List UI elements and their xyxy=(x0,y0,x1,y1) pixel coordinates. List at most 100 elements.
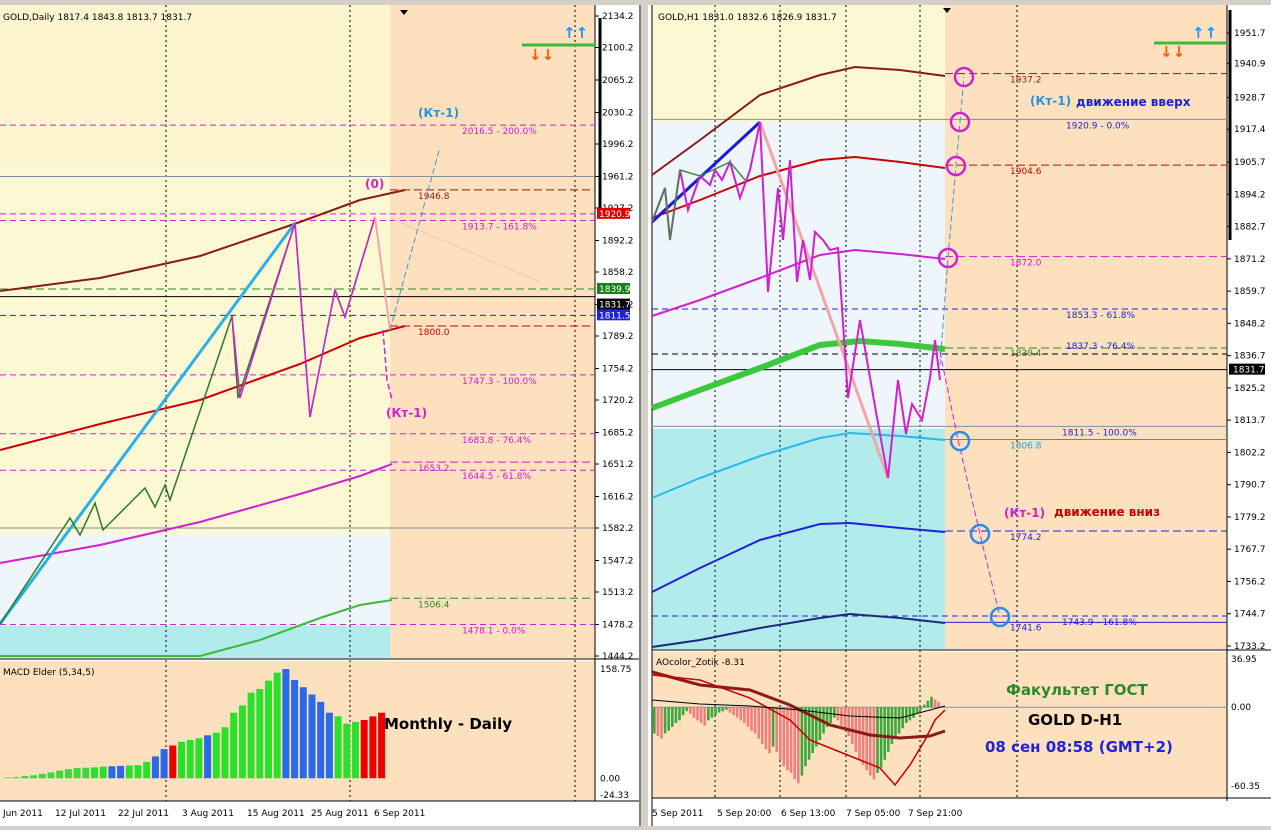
ao-pane xyxy=(652,652,1227,798)
moving-average-line xyxy=(651,521,946,593)
macd-bar xyxy=(238,705,246,779)
ao-bar xyxy=(894,707,897,739)
price-tick-label: 1905.7 xyxy=(1234,158,1266,168)
ao-bar xyxy=(843,707,847,731)
price-tick-label: 1859.7 xyxy=(1234,287,1266,297)
ao-bar xyxy=(696,707,699,721)
level-label: 1800.0 xyxy=(418,328,450,338)
ao-bar xyxy=(869,707,872,776)
svg-text:↑↑: ↑↑ xyxy=(1192,24,1217,42)
svg-text:↓↓: ↓↓ xyxy=(1160,43,1185,61)
ao-bar xyxy=(761,707,764,744)
ao-bar xyxy=(818,707,822,741)
macd-title: MACD Elder (5,34,5) xyxy=(3,668,95,678)
ao-bar xyxy=(692,707,696,718)
level-label: 1837.3 - 76.4% xyxy=(1066,342,1135,352)
wave-label: (0) xyxy=(365,177,384,191)
ao-title: AOcolor_Zotik -8.31 xyxy=(656,658,745,668)
ao-bar xyxy=(757,707,760,739)
price-tick-label: 1547.2 xyxy=(602,556,634,566)
ao-bar xyxy=(768,707,771,754)
level-label: 1653.2 xyxy=(418,464,450,474)
level-label: 1946.8 xyxy=(418,192,450,202)
ao-bar xyxy=(915,707,919,714)
macd-bar xyxy=(134,765,142,779)
ao-bar xyxy=(707,707,710,721)
ao-bar xyxy=(653,707,656,734)
ao-bar xyxy=(905,707,908,723)
price-zigzag-green xyxy=(651,161,746,241)
price-tag-label: 1831.7 xyxy=(599,301,631,311)
date-label: Jun 2011 xyxy=(2,809,43,819)
price-zigzag xyxy=(651,121,941,479)
trend-line xyxy=(650,120,762,224)
price-tick-label: 2100.2 xyxy=(602,44,634,54)
zone-yellow-lower xyxy=(0,167,390,534)
price-tag xyxy=(597,282,630,294)
macd-bar xyxy=(64,769,72,779)
ao-bar xyxy=(728,707,732,713)
macd-bar xyxy=(195,738,203,779)
macd-bar xyxy=(265,680,272,779)
moving-average-line xyxy=(651,155,946,219)
ao-bar xyxy=(739,707,742,721)
price-tick-label: 1961.2 xyxy=(602,172,634,182)
ao-bar xyxy=(926,700,930,708)
macd-bar xyxy=(178,741,185,779)
faculty-label: Факультет ГОСТ xyxy=(1006,681,1149,699)
ao-bar xyxy=(714,707,717,716)
trend-arrows-icon: ↑↑ ↓↓ xyxy=(1154,24,1226,61)
zone-future xyxy=(945,5,1227,649)
moving-average-line xyxy=(0,189,406,292)
level-label: 1644.5 - 61.8% xyxy=(462,472,531,482)
ao-bar xyxy=(681,707,685,716)
ao-bar xyxy=(883,707,886,760)
price-tick-label: 1779.2 xyxy=(1234,513,1266,523)
ao-signal-line xyxy=(651,674,946,787)
price-tick-label: 1940.9 xyxy=(1234,59,1266,69)
ao-bar xyxy=(811,707,814,754)
target-circle xyxy=(953,66,975,88)
ao-bar xyxy=(717,707,721,713)
date-label: 15 Aug 2011 xyxy=(247,809,305,819)
ao-bar xyxy=(782,707,786,767)
price-tick-label: 1756.2 xyxy=(1234,577,1266,587)
ao-bar xyxy=(743,707,746,723)
date-label: 12 Jul 2011 xyxy=(55,809,106,819)
ao-bar xyxy=(851,707,854,744)
macd-bar xyxy=(256,689,264,779)
macd-bar xyxy=(212,732,220,779)
ao-bar xyxy=(933,699,937,708)
time-label: 08 сен 08:58 (GMT+2) xyxy=(985,738,1173,756)
macd-bar xyxy=(73,768,81,779)
ao-bar xyxy=(908,707,912,721)
ao-bar xyxy=(919,707,922,710)
projection-line xyxy=(939,351,1001,618)
price-tick-label: 2134.2 xyxy=(602,12,634,22)
level-label: 1806.8 xyxy=(1010,442,1042,452)
date-label: 22 Jul 2011 xyxy=(118,809,169,819)
ao-bar xyxy=(678,707,681,721)
ao-bar xyxy=(764,707,768,750)
wave-label: (Кт-1) xyxy=(1004,506,1045,520)
price-tag xyxy=(1229,363,1265,375)
ao-bar xyxy=(807,707,811,760)
ao-bar xyxy=(865,707,868,771)
price-tick-label: 1892.2 xyxy=(602,236,634,246)
ao-bar xyxy=(663,707,667,734)
zone-cyan xyxy=(0,626,390,658)
moving-average-line xyxy=(651,612,946,648)
macd-caption: Monthly - Daily xyxy=(384,715,512,733)
ao-tick-label: -60.35 xyxy=(1231,782,1260,792)
projection-line xyxy=(758,121,890,479)
target-circle xyxy=(989,606,1011,628)
macd-bar xyxy=(369,716,377,779)
price-tick-label: 1825.2 xyxy=(1234,384,1266,394)
macd-bar xyxy=(247,692,255,779)
ao-bar xyxy=(793,707,796,780)
macd-bar xyxy=(47,772,55,779)
macd-bar xyxy=(334,716,342,779)
ao-bar xyxy=(923,704,926,708)
macd-tick-label: 158.75 xyxy=(600,665,632,675)
